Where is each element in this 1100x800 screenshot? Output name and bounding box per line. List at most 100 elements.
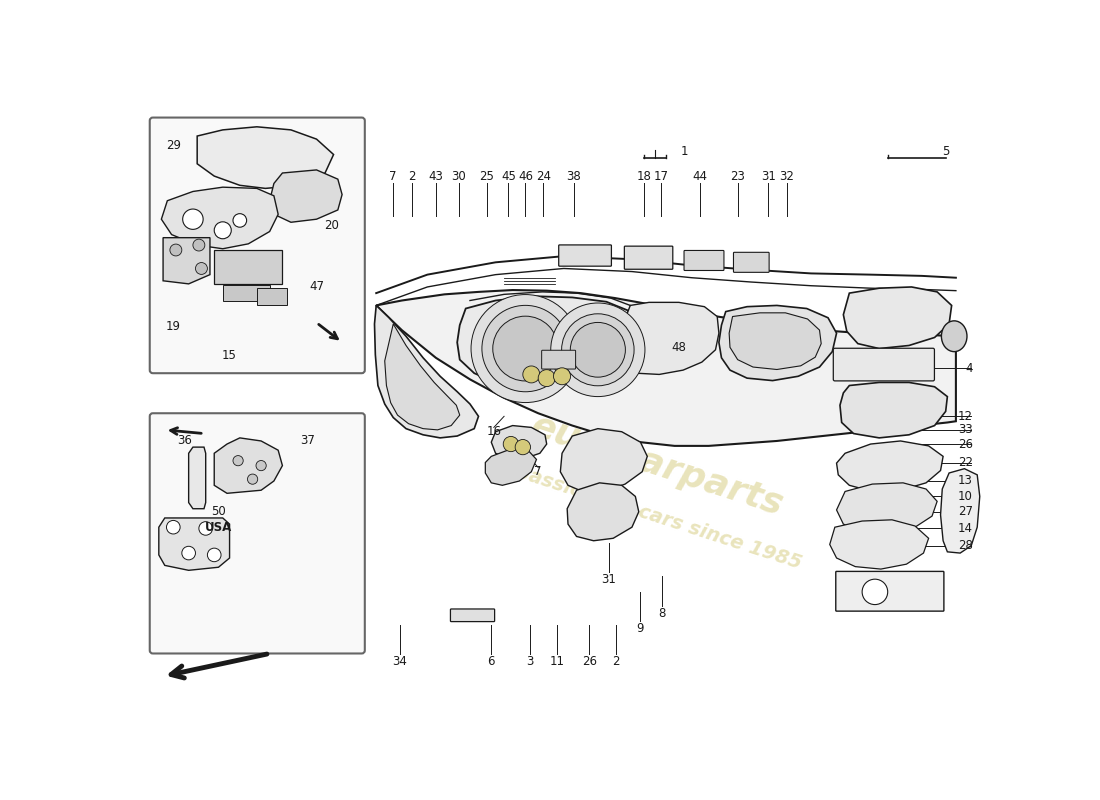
Circle shape: [256, 461, 266, 470]
Text: 4: 4: [966, 362, 974, 374]
Polygon shape: [568, 483, 639, 541]
Circle shape: [471, 294, 580, 402]
Text: 2: 2: [408, 170, 416, 182]
Ellipse shape: [942, 321, 967, 352]
Text: 2: 2: [612, 655, 619, 668]
Circle shape: [196, 262, 208, 274]
Text: 46: 46: [518, 170, 532, 182]
Text: 18: 18: [637, 170, 651, 182]
Polygon shape: [485, 448, 537, 486]
Text: 50: 50: [211, 506, 226, 518]
Text: 22: 22: [958, 456, 974, 469]
Circle shape: [182, 546, 196, 560]
Text: 31: 31: [602, 573, 616, 586]
Text: 1: 1: [680, 145, 688, 158]
Polygon shape: [837, 483, 937, 534]
Text: 32: 32: [780, 170, 794, 182]
FancyBboxPatch shape: [836, 571, 944, 611]
Polygon shape: [270, 170, 342, 222]
Text: 9: 9: [637, 622, 645, 635]
Text: 13: 13: [958, 474, 974, 487]
Polygon shape: [617, 302, 719, 374]
Polygon shape: [729, 313, 822, 370]
Text: 10: 10: [958, 490, 974, 503]
Text: 15: 15: [222, 350, 236, 362]
Text: 33: 33: [958, 423, 974, 436]
Circle shape: [562, 314, 634, 386]
Circle shape: [570, 322, 626, 377]
Text: 31: 31: [761, 170, 776, 182]
FancyBboxPatch shape: [150, 118, 365, 373]
Text: 43: 43: [428, 170, 443, 182]
Text: 8: 8: [658, 607, 666, 620]
FancyBboxPatch shape: [150, 414, 365, 654]
Polygon shape: [940, 469, 980, 553]
Circle shape: [551, 303, 645, 397]
FancyBboxPatch shape: [450, 609, 495, 622]
Polygon shape: [374, 306, 478, 438]
Text: 37: 37: [300, 434, 316, 447]
Text: 7: 7: [535, 466, 542, 478]
Text: 6: 6: [487, 655, 495, 668]
Text: a passion for cars since 1985: a passion for cars since 1985: [494, 457, 804, 574]
Circle shape: [233, 455, 243, 466]
Text: 23: 23: [730, 170, 745, 182]
Polygon shape: [376, 290, 956, 446]
Circle shape: [862, 579, 888, 605]
Text: 14: 14: [958, 522, 974, 535]
Text: eurocarparts: eurocarparts: [527, 409, 788, 522]
Text: 11: 11: [549, 655, 564, 668]
Text: 25: 25: [480, 170, 495, 182]
Circle shape: [233, 214, 246, 227]
Polygon shape: [197, 126, 333, 188]
Polygon shape: [189, 447, 206, 509]
Polygon shape: [844, 287, 952, 349]
Circle shape: [214, 222, 231, 238]
Text: 3: 3: [526, 655, 534, 668]
Polygon shape: [719, 306, 837, 381]
Bar: [214, 250, 283, 284]
Circle shape: [199, 522, 212, 535]
Circle shape: [522, 366, 540, 383]
Text: 36: 36: [177, 434, 191, 447]
Text: 26: 26: [958, 438, 974, 450]
Polygon shape: [385, 324, 460, 430]
Text: USA: USA: [205, 521, 232, 534]
Text: 7: 7: [389, 170, 397, 182]
Text: 19: 19: [166, 321, 180, 334]
Polygon shape: [560, 429, 647, 491]
Polygon shape: [158, 518, 230, 570]
Circle shape: [482, 306, 569, 392]
Circle shape: [515, 439, 530, 454]
Polygon shape: [162, 187, 278, 249]
Circle shape: [183, 209, 204, 230]
Circle shape: [166, 521, 180, 534]
Text: 12: 12: [958, 410, 974, 423]
Text: 47: 47: [309, 281, 324, 294]
Text: 29: 29: [166, 138, 180, 152]
Circle shape: [503, 437, 518, 452]
Polygon shape: [163, 238, 210, 284]
Circle shape: [192, 239, 205, 251]
Bar: [257, 288, 287, 306]
Polygon shape: [837, 441, 943, 491]
Circle shape: [208, 548, 221, 562]
Text: 16: 16: [486, 426, 502, 438]
Text: 45: 45: [500, 170, 516, 182]
Circle shape: [248, 474, 257, 484]
Circle shape: [169, 244, 182, 256]
Text: 30: 30: [451, 170, 466, 182]
FancyBboxPatch shape: [834, 348, 934, 381]
Text: 27: 27: [958, 506, 974, 518]
FancyBboxPatch shape: [684, 250, 724, 270]
Text: 44: 44: [693, 170, 707, 182]
Polygon shape: [840, 382, 947, 438]
Text: 38: 38: [566, 170, 582, 182]
Circle shape: [493, 316, 558, 381]
Text: 48: 48: [671, 341, 686, 354]
Bar: [222, 285, 270, 301]
Text: 34: 34: [393, 655, 407, 668]
Circle shape: [553, 368, 571, 385]
FancyBboxPatch shape: [559, 245, 612, 266]
Polygon shape: [492, 426, 547, 458]
